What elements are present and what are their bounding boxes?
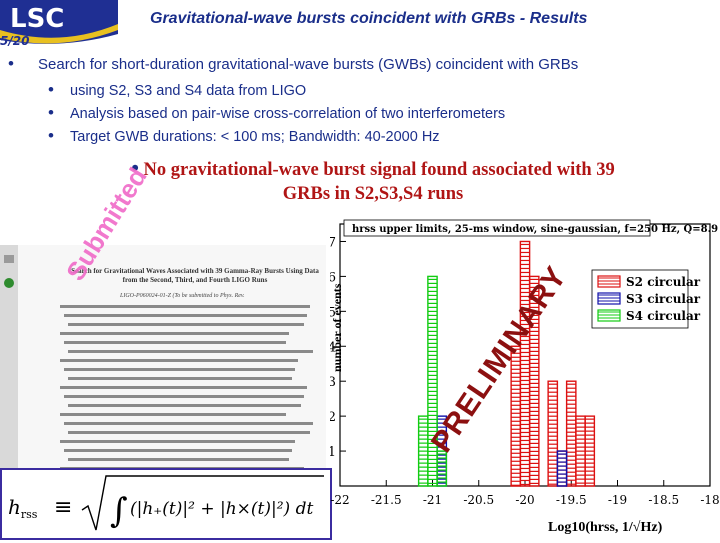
author-line <box>64 422 313 425</box>
finding-statement: • No gravitational-wave burst signal fou… <box>38 156 708 206</box>
author-line <box>64 314 307 317</box>
bullet-dot-icon: • <box>8 54 14 73</box>
author-line <box>60 359 298 362</box>
bullet-dot-icon: • <box>48 80 54 99</box>
finding-line-2: GRBs in S2,S3,S4 runs <box>282 184 464 204</box>
author-line <box>64 395 304 398</box>
slide-title: Gravitational-wave bursts coincident wit… <box>150 10 588 27</box>
hrss-formula: hrss ≡ ∫ (|h₊(t)|² + |h×(t)|²) dt <box>0 468 332 540</box>
main-bullet-text: Search for short-duration gravitational-… <box>38 56 579 73</box>
sub-bullet-text: Analysis based on pair-wise cross-correl… <box>70 106 506 122</box>
plot-frame <box>339 223 711 487</box>
logo-text: LSC <box>10 4 64 34</box>
author-line <box>64 368 295 371</box>
sub-bullet-text: using S2, S3 and S4 data from LIGO <box>70 83 307 99</box>
author-line <box>68 458 289 461</box>
author-line <box>68 431 310 434</box>
author-line <box>60 305 310 308</box>
y-tick-label: 1 <box>330 445 336 460</box>
bullet-dot-icon: • <box>48 103 54 122</box>
lsc-logo: LSC 5/20 <box>0 0 120 46</box>
author-line <box>60 413 286 416</box>
formula-integrand: (|h₊(t)|² + |h×(t)|²) dt <box>130 499 313 519</box>
sub-bullet: • Target GWB durations: < 100 ms; Bandwid… <box>48 126 440 146</box>
main-bullet: • Search for short-duration gravitational… <box>8 54 578 74</box>
y-tick-label: 5 <box>330 305 336 320</box>
author-line <box>64 341 286 344</box>
y-axis-label: number of events <box>330 283 344 372</box>
x-tick-label: -20.5 <box>463 493 494 507</box>
hrss-histogram: hrss upper limits, 25-ms window, sine-ga… <box>330 219 720 507</box>
page-number: 5/20 <box>0 34 29 46</box>
x-tick-label: -18 <box>700 493 719 507</box>
legend-label: S2 circular <box>626 275 701 289</box>
sub-bullet: • using S2, S3 and S4 data from LIGO <box>48 80 306 100</box>
y-tick-label: 2 <box>330 410 336 425</box>
x-tick-label: -19.5 <box>556 493 587 507</box>
bullet-dot-icon: • <box>131 155 139 180</box>
x-tick-label: -19 <box>608 493 627 507</box>
sub-bullet: • Analysis based on pair-wise cross-corre… <box>48 103 505 123</box>
paper-id: LIGO-P060024-01-Z (To be submitted to Ph… <box>120 293 245 299</box>
author-line <box>68 377 292 380</box>
y-tick-label: 6 <box>330 270 336 285</box>
histogram-bar <box>427 275 438 487</box>
x-tick-label: -21.5 <box>371 493 402 507</box>
bullet-dot-icon: • <box>48 126 54 145</box>
formula-equiv: ≡ <box>54 495 72 520</box>
author-line <box>60 386 307 389</box>
chart-title-box <box>343 219 651 237</box>
sqrt-sign <box>81 475 324 531</box>
y-tick-label: 7 <box>330 235 336 250</box>
y-tick-label: 4 <box>330 340 336 355</box>
histogram-bar <box>436 450 448 487</box>
author-line <box>60 440 295 443</box>
viewer-sidebar <box>0 245 18 540</box>
x-tick-label: -18.5 <box>648 493 679 507</box>
author-line <box>68 404 301 407</box>
y-tick-label: 3 <box>330 375 336 390</box>
finding-line-1: No gravitational-wave burst signal found… <box>143 160 615 180</box>
author-line <box>68 350 313 353</box>
histogram-bar <box>528 275 540 487</box>
author-line <box>68 323 304 326</box>
x-tick-label: -21 <box>423 493 442 507</box>
x-tick-label: -20 <box>515 493 534 507</box>
legend-label: S4 circular <box>626 309 701 323</box>
author-line <box>64 449 292 452</box>
histogram-bar <box>556 450 568 487</box>
paper-title: Search for Gravitational Waves Associate… <box>71 267 319 284</box>
legend-label: S3 circular <box>626 292 701 306</box>
chart-title: hrss upper limits, 25-ms window, sine-ga… <box>352 224 718 235</box>
formula-lhs: hrss <box>8 495 38 521</box>
x-axis-label: Log10(hrss, 1/√Hz) <box>548 520 663 535</box>
viewer-toolbar-icons <box>4 255 14 288</box>
x-tick-label: -22 <box>330 493 349 507</box>
integral-sign: ∫ <box>110 491 128 531</box>
sub-bullet-text: Target GWB durations: < 100 ms; Bandwidt… <box>70 129 440 145</box>
author-line <box>60 332 289 335</box>
histogram-bar <box>547 380 559 487</box>
